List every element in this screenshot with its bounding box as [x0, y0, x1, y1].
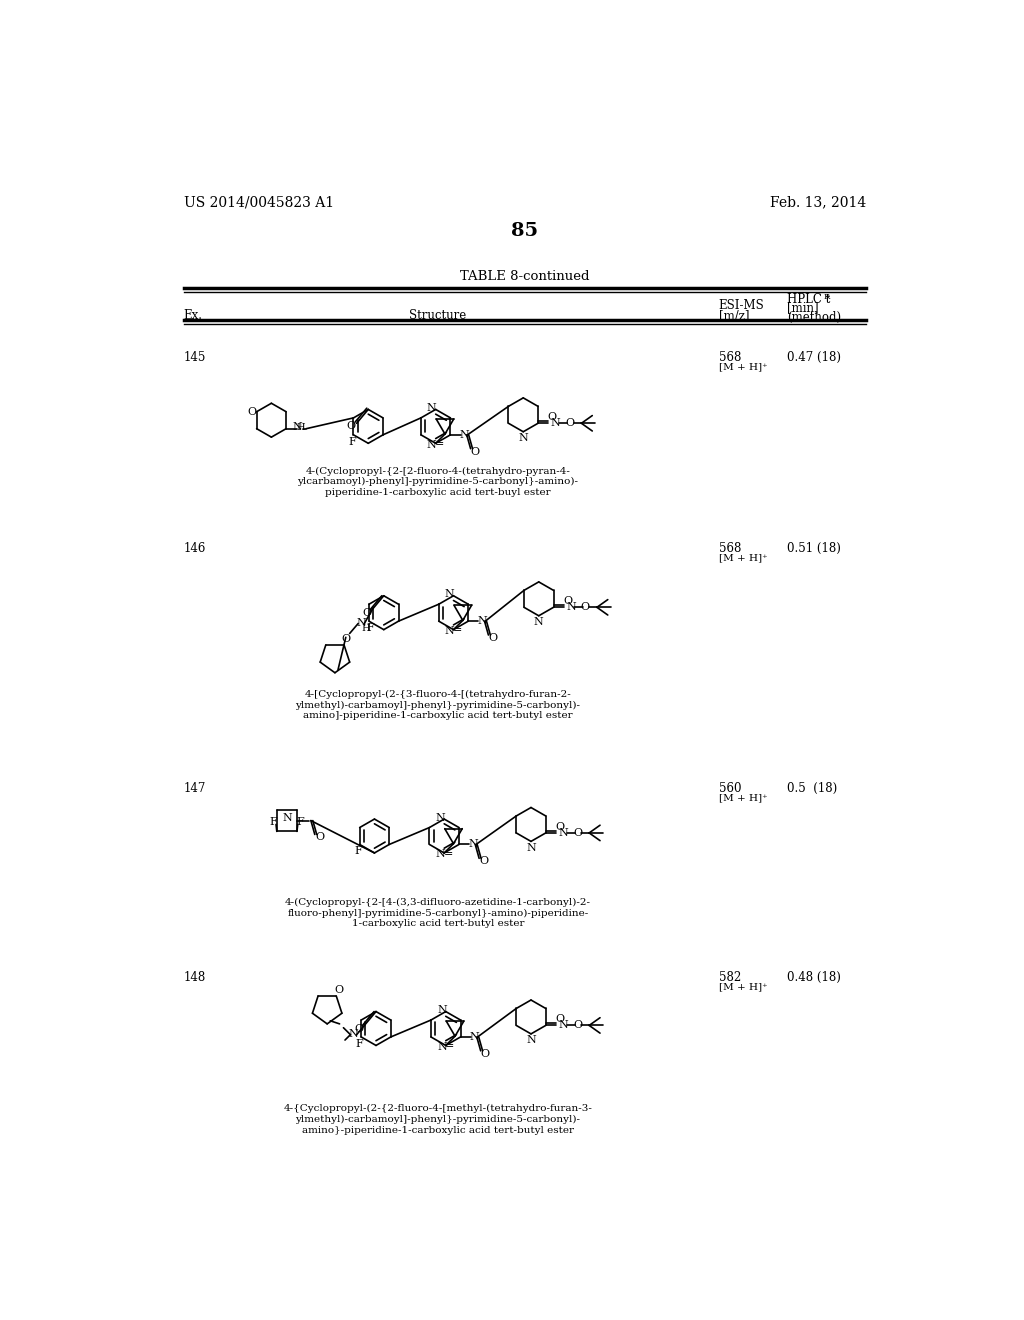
Text: N: N — [526, 1035, 536, 1045]
Text: 148: 148 — [183, 970, 206, 983]
Text: amino]-piperidine-1-carboxylic acid tert-butyl ester: amino]-piperidine-1-carboxylic acid tert… — [303, 711, 572, 721]
Text: [M + H]⁺: [M + H]⁺ — [719, 363, 767, 371]
Text: 85: 85 — [511, 222, 539, 239]
Text: O: O — [334, 985, 343, 995]
Text: Structure: Structure — [410, 309, 467, 322]
Text: O: O — [362, 607, 372, 618]
Text: 4-(Cyclopropyl-{2-[2-fluoro-4-(tetrahydro-pyran-4-: 4-(Cyclopropyl-{2-[2-fluoro-4-(tetrahydr… — [305, 466, 570, 475]
Text: 568: 568 — [719, 543, 741, 554]
Text: N: N — [437, 1005, 446, 1015]
Text: N: N — [460, 430, 469, 440]
Text: O: O — [347, 421, 355, 432]
Text: N: N — [468, 840, 478, 850]
Text: N: N — [444, 589, 455, 599]
Text: O: O — [548, 412, 556, 422]
Text: 146: 146 — [183, 543, 206, 554]
Text: N: N — [551, 418, 561, 428]
Text: F: F — [354, 846, 362, 857]
Text: O: O — [248, 407, 257, 417]
Text: ESI-MS: ESI-MS — [719, 298, 764, 312]
Text: H: H — [297, 422, 305, 432]
Text: [min]: [min] — [786, 302, 818, 314]
Text: O: O — [555, 1014, 564, 1024]
Text: [m/z]: [m/z] — [719, 309, 749, 322]
Text: H: H — [361, 624, 371, 634]
Text: 0.51 (18): 0.51 (18) — [786, 543, 841, 554]
Text: =: = — [435, 440, 444, 449]
Text: 568: 568 — [719, 351, 741, 364]
Text: N: N — [356, 618, 367, 628]
Text: O: O — [581, 602, 590, 612]
Text: (method): (method) — [786, 312, 841, 323]
Text: F: F — [270, 817, 278, 828]
Text: ylmethyl)-carbamoyl]-phenyl}-pyrimidine-5-carbonyl)-: ylmethyl)-carbamoyl]-phenyl}-pyrimidine-… — [296, 1114, 581, 1123]
Text: N: N — [518, 433, 528, 444]
Text: 4-{Cyclopropyl-(2-{2-fluoro-4-[methyl-(tetrahydro-furan-3-: 4-{Cyclopropyl-(2-{2-fluoro-4-[methyl-(t… — [284, 1104, 593, 1113]
Text: HPLC t: HPLC t — [786, 293, 830, 306]
Text: 0.47 (18): 0.47 (18) — [786, 351, 841, 364]
Text: [M + H]⁺: [M + H]⁺ — [719, 982, 767, 991]
Text: piperidine-1-carboxylic acid tert-buyl ester: piperidine-1-carboxylic acid tert-buyl e… — [326, 488, 551, 496]
Text: O: O — [315, 832, 325, 842]
Text: N: N — [559, 1020, 568, 1031]
Text: 560: 560 — [719, 781, 741, 795]
Text: F: F — [348, 437, 355, 446]
Text: =: = — [453, 626, 462, 635]
Text: 145: 145 — [183, 351, 206, 364]
Text: ylmethyl)-carbamoyl]-phenyl}-pyrimidine-5-carbonyl)-: ylmethyl)-carbamoyl]-phenyl}-pyrimidine-… — [296, 701, 581, 710]
Text: N: N — [348, 1028, 358, 1039]
Text: Ex.: Ex. — [183, 309, 203, 322]
Text: N: N — [293, 422, 303, 432]
Text: 0.5  (18): 0.5 (18) — [786, 781, 837, 795]
Text: N: N — [437, 1041, 446, 1052]
Text: O: O — [565, 418, 574, 428]
Text: N: N — [435, 850, 445, 859]
Text: [M + H]⁺: [M + H]⁺ — [719, 793, 767, 803]
Text: O: O — [480, 1049, 489, 1059]
Text: O: O — [341, 634, 350, 644]
Text: 0.48 (18): 0.48 (18) — [786, 970, 841, 983]
Text: TABLE 8-continued: TABLE 8-continued — [460, 271, 590, 282]
Text: O: O — [573, 828, 582, 838]
Text: O: O — [555, 822, 564, 832]
Text: R: R — [824, 293, 830, 301]
Text: N: N — [444, 626, 455, 636]
Text: N: N — [477, 616, 487, 626]
Text: O: O — [354, 1023, 364, 1034]
Text: O: O — [573, 1020, 582, 1031]
Text: N: N — [427, 440, 436, 450]
Text: N: N — [566, 602, 577, 612]
Text: 4-[Cyclopropyl-(2-{3-fluoro-4-[(tetrahydro-furan-2-: 4-[Cyclopropyl-(2-{3-fluoro-4-[(tetrahyd… — [304, 689, 571, 698]
Text: 582: 582 — [719, 970, 740, 983]
Text: 4-(Cyclopropyl-{2-[4-(3,3-difluoro-azetidine-1-carbonyl)-2-: 4-(Cyclopropyl-{2-[4-(3,3-difluoro-azeti… — [285, 898, 591, 907]
Text: fluoro-phenyl]-pyrimidine-5-carbonyl}-amino)-piperidine-: fluoro-phenyl]-pyrimidine-5-carbonyl}-am… — [288, 908, 589, 917]
Text: N: N — [534, 616, 544, 627]
Text: O: O — [488, 634, 498, 643]
Text: US 2014/0045823 A1: US 2014/0045823 A1 — [183, 195, 334, 210]
Text: Feb. 13, 2014: Feb. 13, 2014 — [770, 195, 866, 210]
Text: =: = — [443, 849, 453, 859]
Text: O: O — [479, 857, 488, 866]
Text: F: F — [355, 1039, 364, 1049]
Text: ylcarbamoyl)-phenyl]-pyrimidine-5-carbonyl}-amino)-: ylcarbamoyl)-phenyl]-pyrimidine-5-carbon… — [298, 478, 579, 486]
Text: N: N — [282, 813, 292, 822]
Text: O: O — [563, 597, 572, 606]
Text: F: F — [367, 623, 375, 634]
Text: F: F — [296, 817, 304, 828]
Text: N: N — [559, 828, 568, 838]
Text: [M + H]⁺: [M + H]⁺ — [719, 553, 767, 562]
Text: 147: 147 — [183, 781, 206, 795]
Text: N: N — [435, 813, 445, 822]
Text: 1-carboxylic acid tert-butyl ester: 1-carboxylic acid tert-butyl ester — [352, 919, 524, 928]
Text: N: N — [427, 403, 436, 413]
Text: amino}-piperidine-1-carboxylic acid tert-butyl ester: amino}-piperidine-1-carboxylic acid tert… — [302, 1126, 574, 1134]
Text: N: N — [526, 842, 536, 853]
Text: N: N — [470, 1032, 479, 1041]
Text: O: O — [471, 446, 480, 457]
Text: =: = — [445, 1041, 455, 1051]
